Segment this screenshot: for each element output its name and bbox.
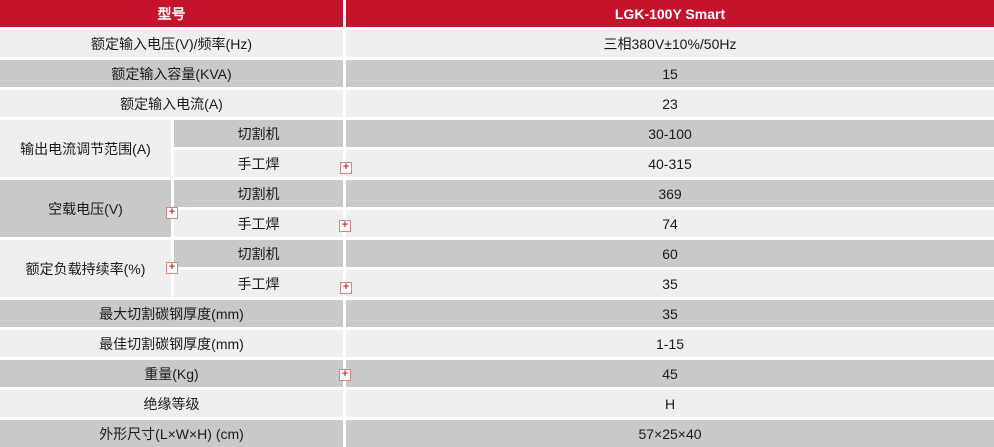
subrow-label-cutter: 切割机 [174, 240, 343, 267]
subrow-value-manual-weld-no-load-voltage: 74 [346, 210, 994, 237]
row-label-input-current: 额定输入电流(A) [0, 90, 343, 117]
row-value-input-capacity: 15 [346, 60, 994, 87]
anchor-plus-icon[interactable]: + [166, 207, 178, 219]
anchor-plus-icon[interactable]: + [340, 162, 352, 174]
row-label-insulation-class: 绝缘等级 [0, 390, 343, 417]
group-label-output-current-range: 输出电流调节范围(A) [0, 120, 171, 177]
anchor-plus-icon[interactable]: + [166, 262, 178, 274]
header-model-value: LGK-100Y Smart [346, 0, 994, 27]
row-value-best-cut-thickness: 1-15 [346, 330, 994, 357]
subrow-label-manual-weld: 手工焊 [174, 270, 343, 297]
row-value-input-voltage: 三相380V±10%/50Hz [346, 30, 994, 57]
group-label-duty-cycle: 额定负载持续率(%) [0, 240, 171, 297]
anchor-plus-icon[interactable]: + [339, 369, 351, 381]
anchor-plus-icon[interactable]: + [339, 220, 351, 232]
row-value-max-cut-thickness: 35 [346, 300, 994, 327]
row-value-insulation-class: H [346, 390, 994, 417]
subrow-label-cutter: 切割机 [174, 180, 343, 207]
row-label-input-voltage: 额定输入电压(V)/频率(Hz) [0, 30, 343, 57]
anchor-plus-icon[interactable]: + [340, 282, 352, 294]
row-value-dimensions: 57×25×40 [346, 420, 994, 447]
subrow-value-manual-weld-current-range: 40-315 [346, 150, 994, 177]
subrow-value-cutter-current-range: 30-100 [346, 120, 994, 147]
row-value-weight: 45 [346, 360, 994, 387]
group-label-no-load-voltage: 空载电压(V) [0, 180, 171, 237]
subrow-label-cutter: 切割机 [174, 120, 343, 147]
subrow-value-cutter-duty-cycle: 60 [346, 240, 994, 267]
row-label-input-capacity: 额定输入容量(KVA) [0, 60, 343, 87]
row-label-weight: 重量(Kg) [0, 360, 343, 387]
subrow-value-manual-weld-duty-cycle: 35 [346, 270, 994, 297]
row-label-max-cut-thickness: 最大切割碳钢厚度(mm) [0, 300, 343, 327]
subrow-label-manual-weld: 手工焊 [174, 150, 343, 177]
row-label-best-cut-thickness: 最佳切割碳钢厚度(mm) [0, 330, 343, 357]
row-label-dimensions: 外形尺寸(L×W×H) (cm) [0, 420, 343, 447]
header-model-label: 型号 [0, 0, 343, 27]
row-value-input-current: 23 [346, 90, 994, 117]
subrow-value-cutter-no-load-voltage: 369 [346, 180, 994, 207]
subrow-label-manual-weld: 手工焊 [174, 210, 343, 237]
